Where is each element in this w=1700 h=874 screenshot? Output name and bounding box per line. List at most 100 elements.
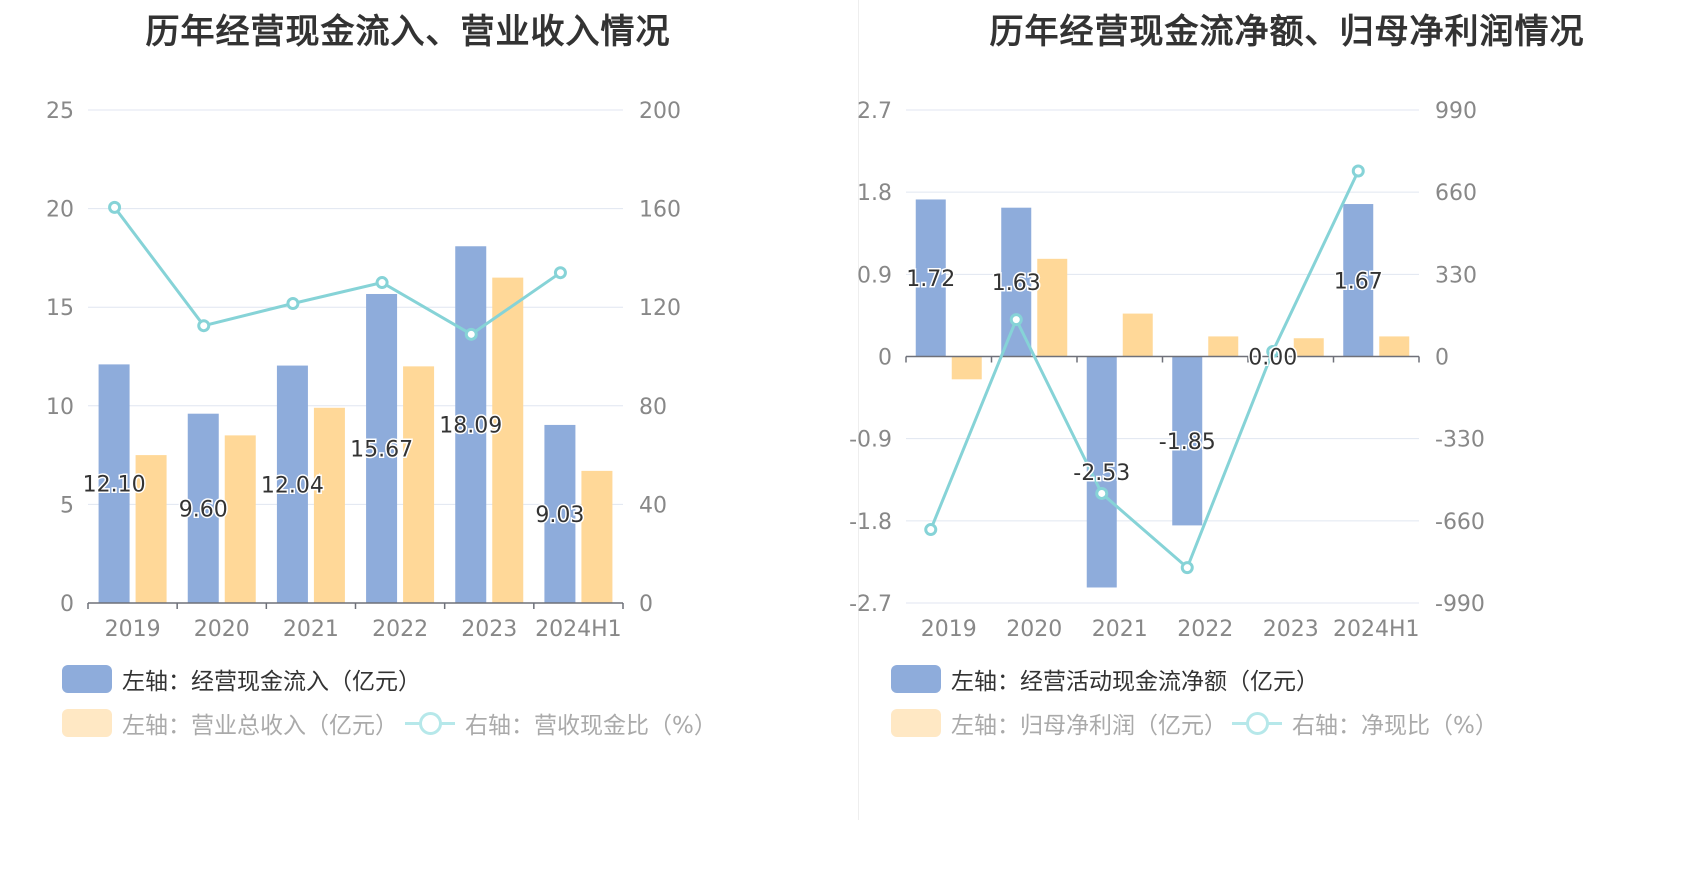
- line-point: [1351, 164, 1365, 178]
- x-category-label: 2024H1: [535, 617, 622, 642]
- legend-bar-swatch: [62, 709, 112, 737]
- x-category-label: 2019: [921, 617, 977, 642]
- bar-secondary: [581, 470, 613, 603]
- legend-label: 左轴：营业总收入（亿元）: [122, 713, 398, 739]
- bar-data-label: -1.85: [1159, 430, 1216, 455]
- line-point: [1180, 561, 1194, 575]
- x-category-label: 2024H1: [1333, 617, 1420, 642]
- panel-divider: [858, 0, 859, 820]
- y-left-tick-label: 5: [60, 493, 74, 518]
- line-series: [113, 206, 562, 337]
- legend-label: 左轴：经营现金流入（亿元）: [122, 669, 421, 695]
- y-left-tick-label: 1.8: [857, 181, 892, 206]
- legend-bar-swatch: [62, 665, 112, 693]
- bar-primary: [187, 413, 219, 603]
- legend-label: 右轴：净现比（%）: [1292, 713, 1498, 739]
- y-left-tick-label: -2.7: [850, 592, 892, 617]
- bar-data-label: 1.72: [906, 267, 955, 292]
- bar-secondary: [135, 455, 167, 603]
- y-right-tick-label: -990: [1435, 592, 1485, 617]
- net-cashflow-profit-panel: 历年经营现金流净额、归母净利润情况 -2.7 -990 -1.8 -660 -0.9 -3…: [850, 0, 1700, 874]
- line-point: [1266, 345, 1280, 359]
- x-category-label: 2023: [1263, 617, 1319, 642]
- chart-title: 历年经营现金流入、营业收入情况: [145, 12, 671, 52]
- y-right-tick-label: 0: [1435, 346, 1449, 371]
- y-left-tick-label: 0: [878, 346, 892, 371]
- y-right-tick-label: 40: [639, 493, 667, 518]
- legend-line-swatch: [1232, 709, 1282, 737]
- legend-bar-swatch: [891, 665, 941, 693]
- y-right-tick-label: 990: [1435, 99, 1477, 124]
- bar-data-label: -2.53: [1073, 461, 1130, 486]
- legend-item-net-cashflow[interactable]: 左轴：经营活动现金流净额（亿元）: [891, 662, 1319, 696]
- legend-label: 左轴：归母净利润（亿元）: [951, 713, 1227, 739]
- y-right-tick-label: 330: [1435, 263, 1477, 288]
- y-right-tick-label: 120: [639, 296, 681, 321]
- legend-bar-swatch: [891, 709, 941, 737]
- y-right-tick-label: 0: [639, 592, 653, 617]
- x-category-label: 2023: [461, 617, 517, 642]
- bar-data-label: 12.10: [83, 473, 146, 498]
- bar-secondary: [403, 366, 435, 603]
- y-right-tick-label: 660: [1435, 181, 1477, 206]
- line-point: [924, 523, 938, 537]
- bar-primary: [98, 364, 130, 603]
- bar-primary: [366, 293, 398, 603]
- line-point: [464, 327, 478, 341]
- legend-item-net-profit[interactable]: 左轴：归母净利润（亿元）: [891, 706, 1227, 740]
- x-category-label: 2020: [1006, 617, 1062, 642]
- chart-title: 历年经营现金流净额、归母净利润情况: [989, 12, 1585, 52]
- bar-secondary: [492, 277, 524, 603]
- y-left-tick-label: 0: [60, 592, 74, 617]
- bar-secondary: [1293, 338, 1324, 357]
- y-left-tick-label: 25: [46, 99, 74, 124]
- bar-primary: [1172, 356, 1203, 526]
- bar-primary: [544, 424, 576, 603]
- legend-item-revenue[interactable]: 左轴：营业总收入（亿元）: [62, 706, 398, 740]
- x-category-label: 2022: [1177, 617, 1233, 642]
- y-right-tick-label: 160: [639, 198, 681, 223]
- bar-secondary: [951, 356, 982, 380]
- bar-secondary: [1122, 313, 1153, 357]
- line-point: [553, 266, 567, 280]
- cash-inflow-revenue-panel: 历年经营现金流入、营业收入情况 0 0 5 40 10 80 15 120 20 160 25 200…: [46, 12, 717, 740]
- bar-secondary: [1037, 258, 1068, 357]
- bar-primary: [455, 246, 487, 603]
- bar-primary: [915, 199, 946, 357]
- y-left-tick-label: 2.7: [857, 99, 892, 124]
- bar-secondary: [224, 435, 256, 603]
- y-left-tick-label: -1.8: [850, 510, 892, 535]
- legend-label: 左轴：经营活动现金流净额（亿元）: [951, 669, 1319, 695]
- bar-primary: [1001, 207, 1032, 357]
- bar-primary: [1343, 204, 1374, 357]
- legend-item-net-cash-ratio[interactable]: 右轴：净现比（%）: [1232, 706, 1498, 740]
- line-series: [929, 170, 1360, 571]
- legend-label: 右轴：营收现金比（%）: [465, 713, 717, 739]
- x-category-label: 2022: [372, 617, 428, 642]
- bar-secondary: [1208, 336, 1239, 357]
- y-right-tick-label: -660: [1435, 510, 1485, 535]
- bar-data-label: 1.67: [1334, 269, 1383, 294]
- y-left-tick-label: -0.9: [850, 428, 892, 453]
- x-category-label: 2019: [105, 617, 161, 642]
- line-point: [1095, 486, 1109, 500]
- line-point: [375, 276, 389, 290]
- x-category-label: 2021: [283, 617, 339, 642]
- legend-item-cash-ratio[interactable]: 右轴：营收现金比（%）: [405, 706, 717, 740]
- y-right-tick-label: -330: [1435, 428, 1485, 453]
- line-point: [286, 297, 300, 311]
- line-point: [197, 319, 211, 333]
- y-left-tick-label: 15: [46, 296, 74, 321]
- bar-data-label: 1.63: [992, 271, 1041, 296]
- bar-data-label: 15.67: [350, 437, 413, 462]
- x-category-label: 2021: [1092, 617, 1148, 642]
- legend-item-cash-inflow[interactable]: 左轴：经营现金流入（亿元）: [62, 662, 421, 696]
- y-left-tick-label: 0.9: [857, 263, 892, 288]
- y-left-tick-label: 10: [46, 395, 74, 420]
- bar-data-label: 9.03: [535, 503, 584, 528]
- y-right-tick-label: 80: [639, 395, 667, 420]
- net-cashflow-profit-chart: -2.7 -990 -1.8 -660 -0.9 -330 0 0 0.9 330 1.8 660 2.…: [850, 99, 1485, 642]
- x-category-label: 2020: [194, 617, 250, 642]
- line-point: [108, 200, 122, 214]
- bar-data-label: 18.09: [439, 414, 502, 439]
